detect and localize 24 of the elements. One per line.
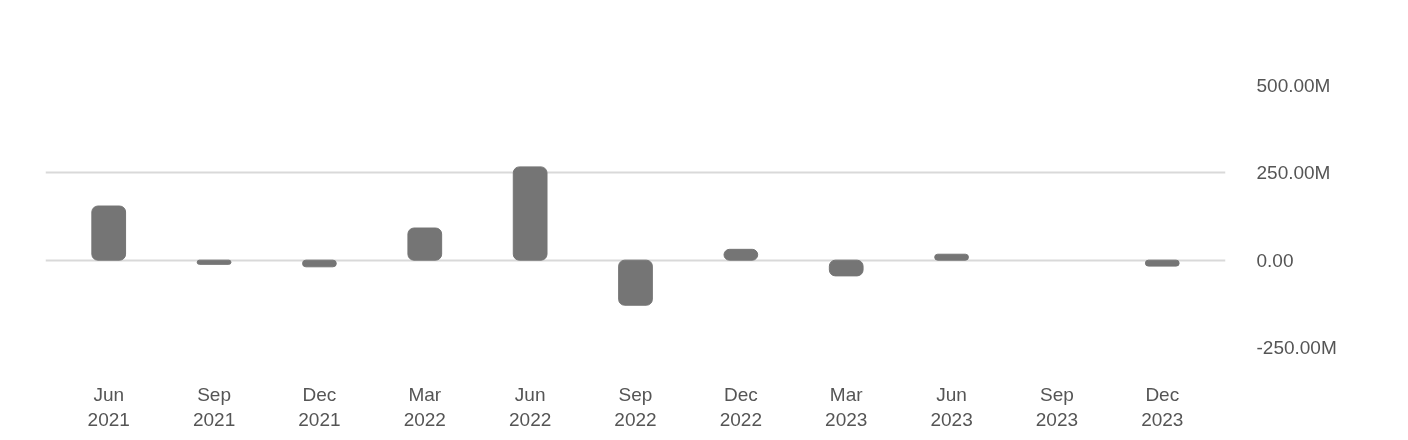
x-tick-label: Jun 2022 (509, 383, 552, 430)
y-tick-label: 0.00 (1256, 249, 1294, 271)
x-tick-label: Mar 2023 (825, 383, 868, 430)
bar (512, 166, 548, 261)
bar (1144, 259, 1180, 267)
x-tick-label: Sep 2022 (614, 383, 657, 430)
y-tick-label: -250.00M (1256, 337, 1337, 358)
bar (196, 259, 232, 265)
x-tick-label: Jun 2023 (930, 383, 973, 430)
y-tick-label: 250.00M (1256, 162, 1331, 184)
x-tick-label: Jun 2021 (87, 383, 130, 430)
x-tick-label: Sep 2023 (1035, 383, 1079, 430)
x-tick-label: Sep 2021 (192, 383, 236, 430)
bar (407, 227, 443, 261)
y-tick-label: 500.00M (1256, 75, 1331, 96)
x-tick-label: Mar 2022 (403, 383, 446, 430)
bar (91, 205, 127, 261)
x-tick-label: Dec 2022 (719, 383, 762, 430)
bar (934, 253, 969, 261)
bar (302, 259, 337, 268)
x-tick-label: Dec 2023 (1141, 383, 1184, 430)
x-tick-label: Dec 2021 (298, 383, 341, 430)
bar (828, 259, 864, 277)
bar (618, 259, 653, 306)
